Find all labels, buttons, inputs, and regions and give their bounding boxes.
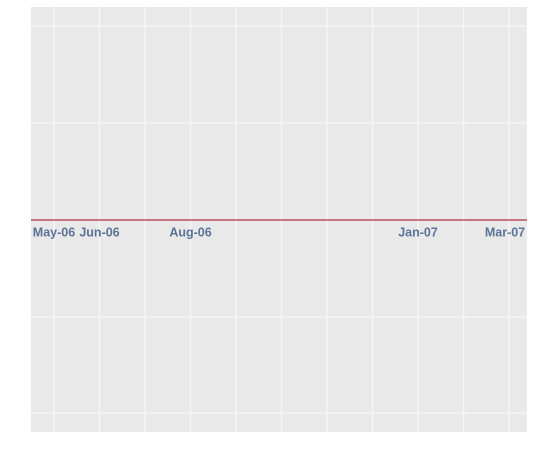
x-tick-label: Aug-06 [169,225,211,239]
horizontal-grid [31,25,527,414]
x-tick-label: Mar-07 [485,225,525,239]
x-tick-label: Jan-07 [398,225,438,239]
x-tick-label: May-06 [33,225,75,239]
x-tick-label: Jun-06 [79,225,119,239]
